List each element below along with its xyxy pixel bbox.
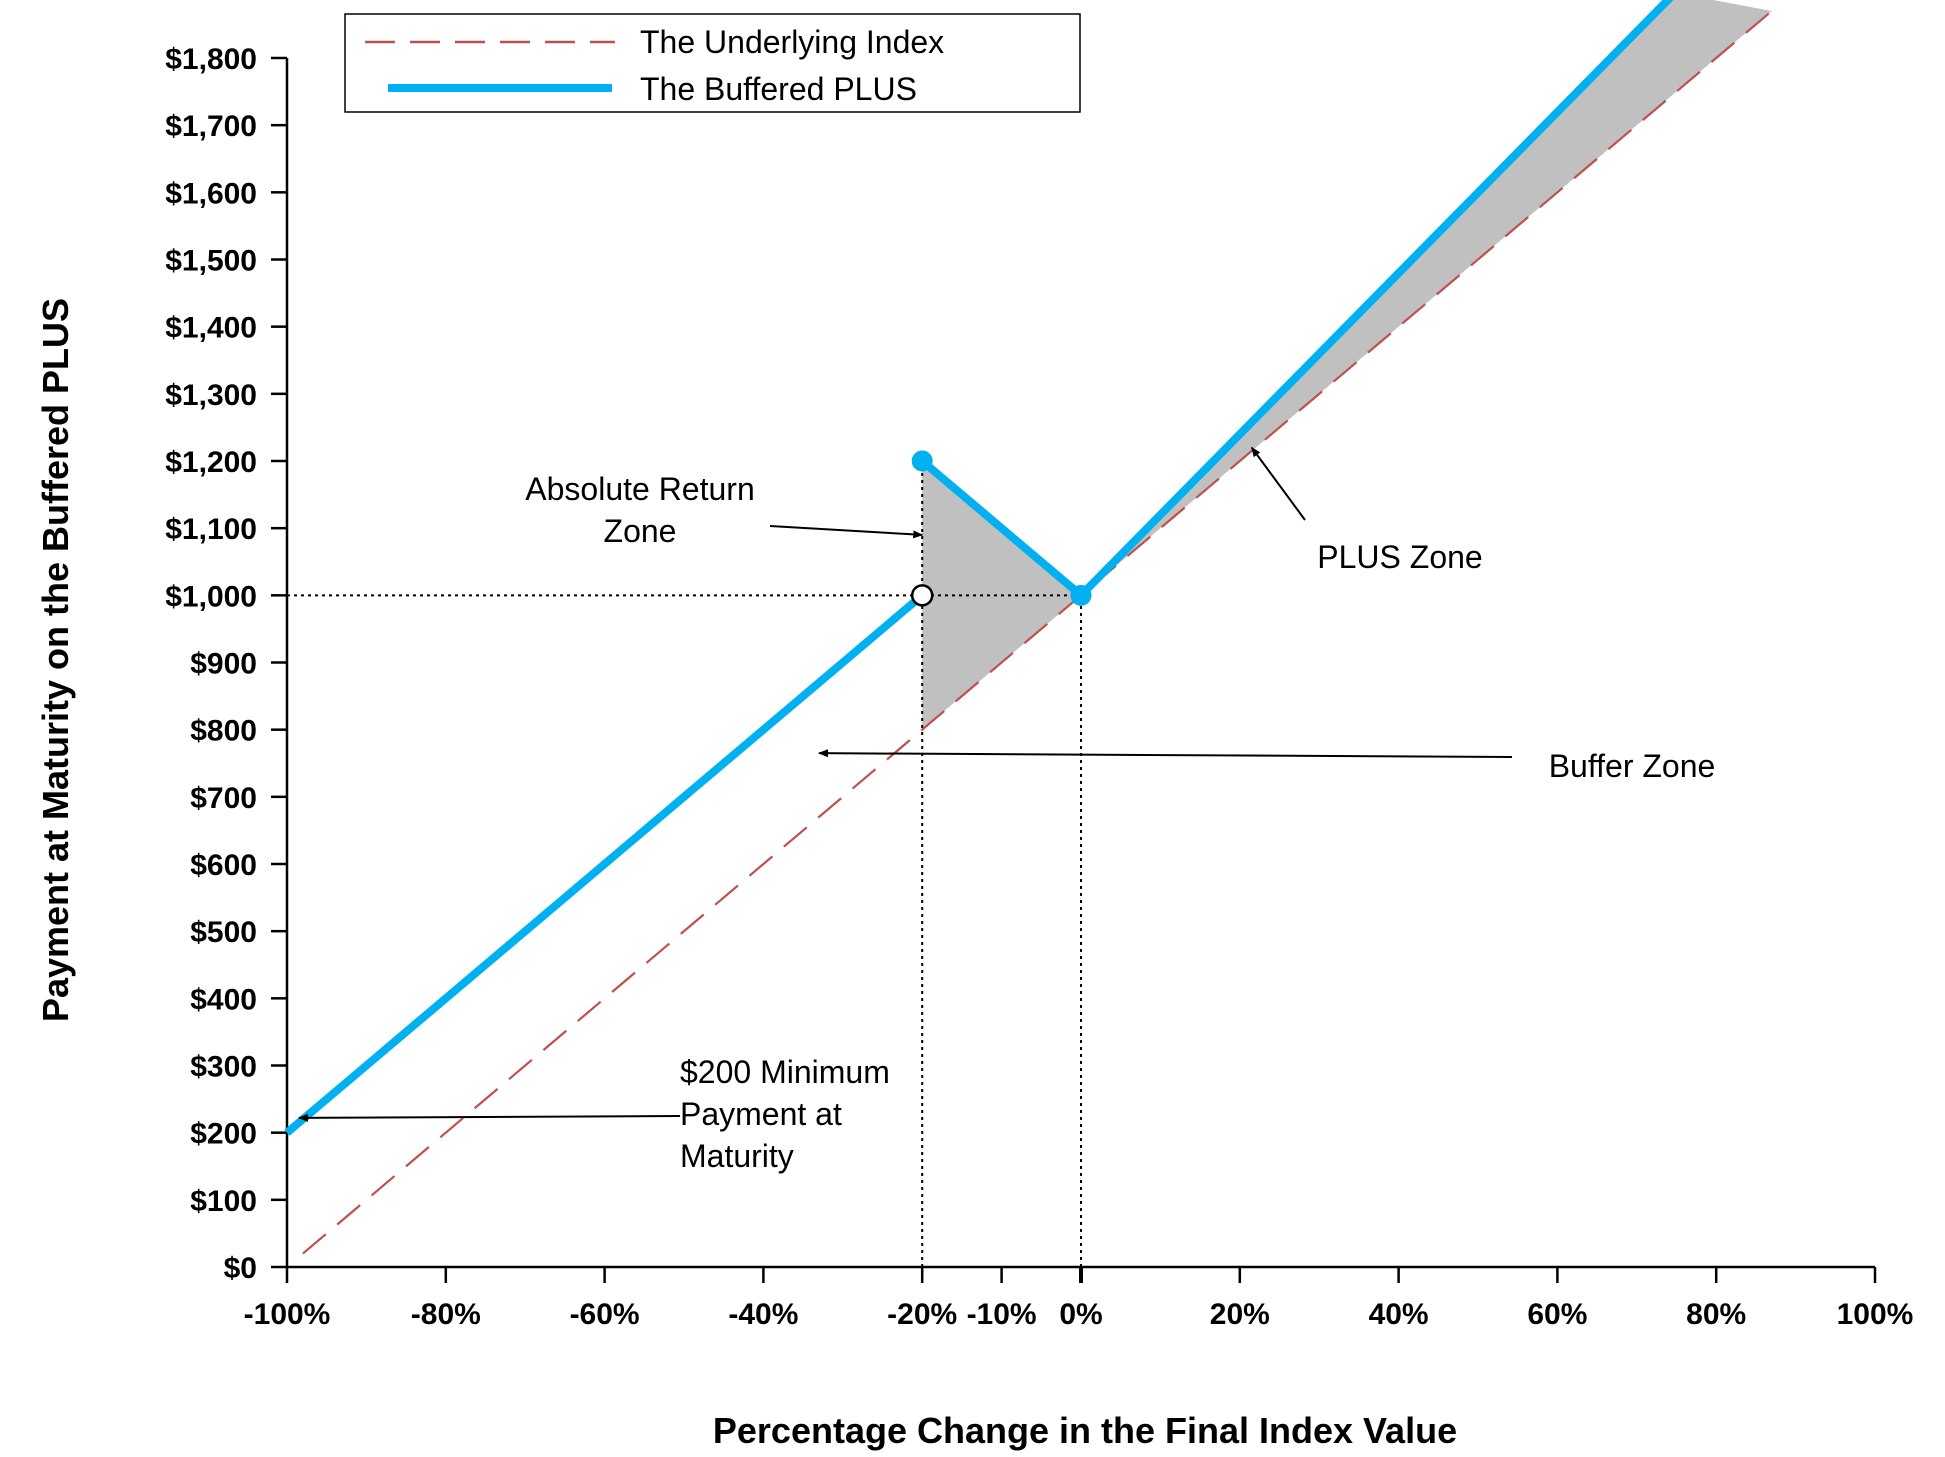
legend-box <box>344 13 1081 113</box>
legend-label-buffered-plus: The Buffered PLUS <box>640 71 917 107</box>
open-point-marker <box>910 584 934 607</box>
x-tick-label: -20% <box>887 1298 957 1331</box>
y-tick-label: $1,000 <box>165 580 257 613</box>
x-tick-label: -80% <box>411 1298 481 1331</box>
the-underlying-index-line-segment-0 <box>302 10 1773 1255</box>
y-tick-label: $1,100 <box>165 513 257 546</box>
reference-lines <box>287 461 1082 1267</box>
y-tick-label: $800 <box>190 715 257 748</box>
annotation-plus-zone-arrow <box>1250 446 1306 521</box>
the-buffered-plus-line-segment-0 <box>284 592 925 1136</box>
x-axis-title: Percentage Change in the Final Index Val… <box>713 1410 1457 1451</box>
y-tick-label: $300 <box>190 1051 257 1084</box>
annotations: Absolute Return Zone PLUS Zone Buffer Zone $… <box>297 446 1716 1174</box>
x-tick-label: -60% <box>570 1298 640 1331</box>
x-tick-label: -100% <box>244 1298 331 1331</box>
y-tick-label: $1,200 <box>165 446 257 479</box>
annotation-200-minimum-payment-at-maturity-arrow <box>297 1113 681 1122</box>
x-tick-label: 80% <box>1686 1298 1746 1331</box>
tick-labels: $0 $100 $200 $300 $400 $500 $600 $700 $800 $900 $1… <box>165 43 1913 1331</box>
y-tick-label: $1,500 <box>165 245 257 278</box>
y-tick-label: $1,300 <box>165 379 257 412</box>
annotation-200-minimum-payment-at-maturity-text: $200 Minimum Payment at Maturity <box>680 1054 890 1174</box>
y-tick-label: $600 <box>190 849 257 882</box>
annotation-absolute-return-zone-arrow <box>769 525 924 539</box>
series-lines <box>284 0 1773 1255</box>
y-tick-label: $700 <box>190 782 257 815</box>
y-tick-label: $1,700 <box>165 110 257 143</box>
x-tick-label: -40% <box>728 1298 798 1331</box>
shaded-region-1 <box>1081 0 1772 596</box>
point-marker <box>911 450 933 472</box>
axes <box>271 56 1877 1283</box>
point-markers <box>910 450 1092 607</box>
y-tick-label: $400 <box>190 983 257 1016</box>
point-marker <box>1070 584 1092 606</box>
y-axis-title: Payment at Maturity on the Buffered PLUS <box>35 298 76 1022</box>
y-tick-label: $500 <box>190 916 257 949</box>
y-tick-label: $200 <box>190 1118 257 1151</box>
y-tick-label: $900 <box>190 648 257 681</box>
x-tick-label: -10% <box>967 1298 1037 1331</box>
annotation-buffer-zone-arrow <box>817 749 1513 758</box>
y-tick-label: $0 <box>224 1252 257 1285</box>
x-tick-label: 40% <box>1369 1298 1429 1331</box>
legend-label-underlying-index: The Underlying Index <box>640 24 944 60</box>
annotation-buffer-zone-text: Buffer Zone <box>1549 748 1716 784</box>
y-tick-label: $1,800 <box>165 43 257 76</box>
x-tick-label: 60% <box>1527 1298 1587 1331</box>
legend: The Underlying Index The Buffered PLUS <box>344 13 1081 113</box>
x-tick-label: 0% <box>1059 1298 1102 1331</box>
the-buffered-plus-line-segment-2 <box>1078 0 1674 599</box>
x-tick-label: 100% <box>1837 1298 1914 1331</box>
y-tick-label: $1,600 <box>165 177 257 210</box>
the-buffered-plus-line-segment-1 <box>919 457 1084 599</box>
annotation-absolute-return-zone-text: Absolute Return Zone <box>525 471 754 549</box>
annotation-plus-zone-text: PLUS Zone <box>1317 539 1482 575</box>
x-tick-label: 20% <box>1210 1298 1270 1331</box>
y-tick-label: $1,400 <box>165 312 257 345</box>
y-tick-label: $100 <box>190 1185 257 1218</box>
